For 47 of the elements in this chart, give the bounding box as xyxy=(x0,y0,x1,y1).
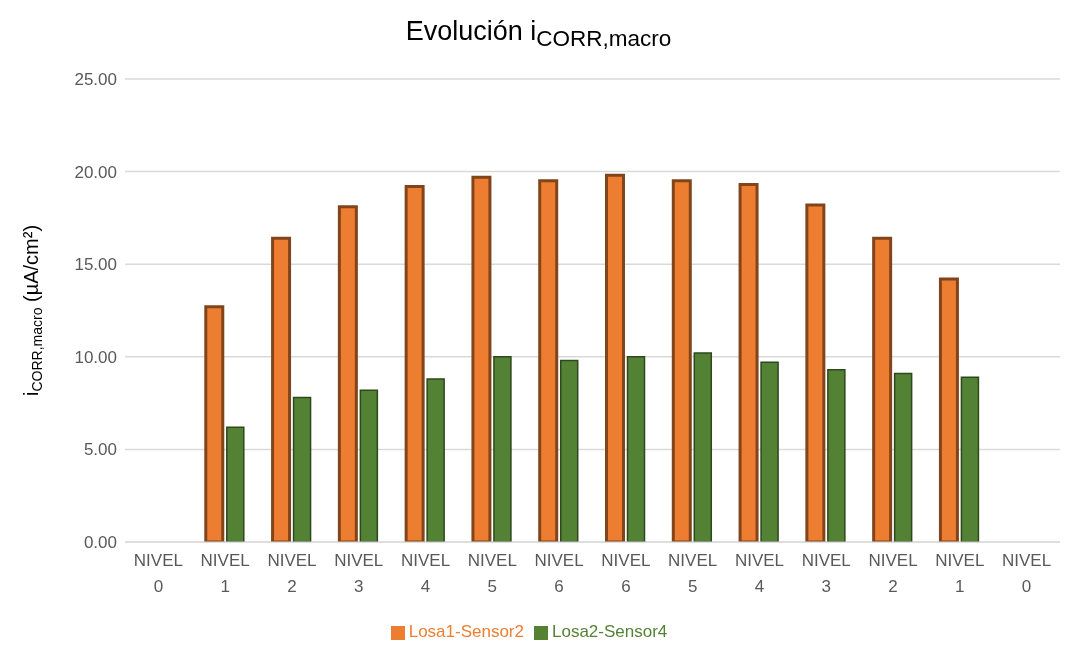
bar xyxy=(359,389,379,542)
bar xyxy=(760,361,779,542)
x-tick-label: NIVEL 3 xyxy=(334,551,384,596)
x-tick-label: NIVEL 6 xyxy=(534,551,584,596)
bar xyxy=(559,359,579,542)
bar xyxy=(738,183,759,542)
bar xyxy=(271,236,292,542)
x-tick-label: NIVEL 4 xyxy=(734,551,785,596)
x-tick-label: NIVEL 2 xyxy=(267,551,317,596)
bar xyxy=(471,175,492,542)
y-tick-label: 15.00 xyxy=(74,255,117,275)
bar xyxy=(404,184,425,542)
x-tick-label: NIVEL 3 xyxy=(801,551,851,596)
bar xyxy=(493,356,512,542)
bar xyxy=(426,378,445,542)
y-tick-label: 10.00 xyxy=(74,347,117,367)
x-tick-label: NIVEL 5 xyxy=(668,551,718,596)
x-tick-label: NIVEL 4 xyxy=(400,551,451,596)
x-tick-label: NIVEL 1 xyxy=(200,551,250,596)
y-tick-label: 5.00 xyxy=(83,440,117,460)
bar xyxy=(938,277,959,542)
legend-label: Losa2-Sensor4 xyxy=(552,622,668,641)
x-tick-label: NIVEL 6 xyxy=(601,551,651,596)
bar xyxy=(626,356,646,542)
y-tick-label: 25.00 xyxy=(74,70,117,90)
bar xyxy=(872,236,893,542)
x-tick-label: NIVEL 0 xyxy=(1002,551,1052,596)
legend-label: Losa1-Sensor2 xyxy=(408,622,524,641)
bar xyxy=(805,203,826,542)
bar xyxy=(538,179,559,542)
bar xyxy=(292,396,312,542)
bar xyxy=(671,179,692,542)
y-tick-label: 0.00 xyxy=(83,533,117,553)
chart-title: Evolución i$_{CORR,macro}$ xyxy=(404,16,673,53)
bar xyxy=(605,173,625,542)
bar xyxy=(893,372,913,542)
bar xyxy=(693,352,713,542)
bar xyxy=(827,369,846,542)
x-tick-label: NIVEL 0 xyxy=(133,551,183,596)
y-tick-label: 20.00 xyxy=(74,162,117,182)
x-tick-label: NIVEL 1 xyxy=(935,551,985,596)
bar xyxy=(337,205,358,542)
x-tick-label: NIVEL 5 xyxy=(467,551,517,596)
bar xyxy=(226,426,245,542)
bar xyxy=(204,305,225,542)
x-tick-label: NIVEL 2 xyxy=(868,551,918,596)
bar xyxy=(960,376,980,542)
